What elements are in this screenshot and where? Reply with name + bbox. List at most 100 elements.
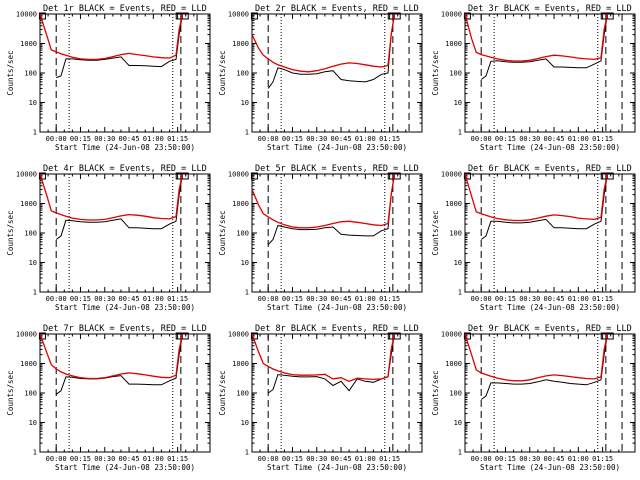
y-axis-label: Counts/sec (218, 210, 227, 255)
events-series-line (55, 173, 183, 240)
x-tick-label: 00:30 (519, 135, 540, 143)
x-tick-label: 01:00 (355, 135, 376, 143)
y-tick-label: 10000 (441, 331, 462, 339)
y-tick-label: 100 (449, 390, 462, 398)
x-tick-label: 00:15 (282, 135, 303, 143)
y-tick-label: 1 (245, 449, 249, 457)
events-series-line (480, 13, 608, 80)
x-tick-label: 00:45 (119, 455, 140, 463)
y-tick-label: 100 (236, 230, 249, 238)
y-tick-label: 100 (24, 230, 37, 238)
y-tick-label: 100 (449, 70, 462, 78)
x-tick-label: 00:45 (544, 135, 565, 143)
x-tick-label: 00:45 (331, 455, 352, 463)
top-marker-box (250, 172, 258, 180)
plot-frame (251, 173, 423, 293)
x-tick-label: 00:00 (46, 455, 67, 463)
y-tick-label: 10000 (441, 171, 462, 179)
y-tick-label: 1 (33, 449, 37, 457)
x-tick-label: 01:00 (355, 295, 376, 303)
y-tick-label: 1 (245, 289, 249, 297)
panel-title: Det 5r BLACK = Events, RED = LLD (255, 164, 419, 174)
y-tick-label: 1 (245, 129, 249, 137)
y-tick-label: 1000 (20, 40, 37, 48)
detector-panel-4: Det 4r BLACK = Events, RED = LLD 1 10 100 10… (6, 164, 211, 312)
x-tick-label: 00:15 (282, 455, 303, 463)
x-tick-label: 01:15 (167, 455, 188, 463)
x-tick-label: 00:45 (119, 135, 140, 143)
y-tick-label: 1000 (20, 200, 37, 208)
x-tick-label: 00:30 (519, 455, 540, 463)
top-marker-box (463, 332, 471, 340)
x-tick-label: 00:30 (306, 135, 327, 143)
x-tick-label: 00:00 (46, 295, 67, 303)
x-tick-label: 00:00 (258, 295, 279, 303)
x-tick-label: 00:00 (471, 135, 492, 143)
x-tick-label: 00:45 (544, 455, 565, 463)
x-tick-label: 00:15 (495, 135, 516, 143)
panel-title: Det 9r BLACK = Events, RED = LLD (468, 324, 632, 334)
x-tick-label: 00:15 (282, 295, 303, 303)
x-axis-label: Start Time (24-Jun-08 23:50:00) (55, 463, 195, 472)
detector-panel-8: Det 8r BLACK = Events, RED = LLD 1 10 100 10… (218, 324, 423, 472)
y-tick-label: 1000 (445, 360, 462, 368)
y-tick-label: 100 (24, 70, 37, 78)
y-tick-label: 1 (458, 129, 462, 137)
x-tick-label: 00:45 (119, 295, 140, 303)
x-axis-label: Start Time (24-Jun-08 23:50:00) (480, 463, 620, 472)
x-tick-label: 00:00 (258, 455, 279, 463)
x-tick-label: 01:00 (143, 295, 164, 303)
panel-title: Det 7r BLACK = Events, RED = LLD (43, 324, 207, 334)
y-tick-label: 10 (29, 259, 37, 267)
y-tick-label: 1000 (232, 200, 249, 208)
y-tick-label: 10000 (16, 11, 37, 19)
plot-frame (464, 333, 636, 453)
x-tick-label: 00:30 (94, 135, 115, 143)
x-axis-label: Start Time (24-Jun-08 23:50:00) (480, 303, 620, 312)
x-tick-label: 01:15 (379, 455, 400, 463)
top-marker-box (250, 12, 258, 20)
x-tick-label: 00:15 (70, 135, 91, 143)
y-tick-label: 1000 (445, 200, 462, 208)
top-marker-box (38, 172, 46, 180)
x-axis-label: Start Time (24-Jun-08 23:50:00) (267, 303, 407, 312)
y-tick-label: 10 (454, 99, 462, 107)
events-series-line (56, 13, 183, 79)
detector-panel-5: Det 5r BLACK = Events, RED = LLD 1 10 100 10… (218, 164, 423, 312)
panel-title: Det 2r BLACK = Events, RED = LLD (255, 4, 419, 14)
plot-frame (39, 173, 211, 293)
y-tick-label: 100 (24, 390, 37, 398)
events-series-line (55, 333, 183, 395)
top-marker-box (463, 172, 471, 180)
y-tick-label: 10000 (228, 11, 249, 19)
panel-title: Det 4r BLACK = Events, RED = LLD (43, 164, 207, 174)
x-tick-label: 00:15 (495, 295, 516, 303)
plot-frame (251, 333, 423, 453)
panel-title: Det 8r BLACK = Events, RED = LLD (255, 324, 419, 334)
events-series-line (480, 333, 608, 400)
x-tick-label: 01:00 (568, 455, 589, 463)
lld-series-line (251, 13, 396, 73)
x-tick-label: 01:00 (143, 455, 164, 463)
y-tick-label: 1000 (232, 360, 249, 368)
y-tick-label: 1000 (445, 40, 462, 48)
top-marker-box (38, 12, 46, 20)
panel-title: Det 3r BLACK = Events, RED = LLD (468, 4, 632, 14)
x-tick-label: 00:30 (306, 295, 327, 303)
lld-series-line (464, 173, 609, 222)
y-tick-label: 1 (33, 129, 37, 137)
x-tick-label: 00:30 (519, 295, 540, 303)
x-axis-label: Start Time (24-Jun-08 23:50:00) (55, 303, 195, 312)
detector-panel-1: Det 1r BLACK = Events, RED = LLD 1 10 100 10… (6, 4, 211, 152)
lld-series-line (251, 333, 396, 383)
x-tick-label: 01:00 (355, 455, 376, 463)
x-tick-label: 00:00 (258, 135, 279, 143)
x-axis-label: Start Time (24-Jun-08 23:50:00) (267, 463, 407, 472)
panel-title: Det 6r BLACK = Events, RED = LLD (468, 164, 632, 174)
detector-panel-7: Det 7r BLACK = Events, RED = LLD 1 10 100 10… (6, 324, 211, 472)
x-tick-label: 00:15 (70, 295, 91, 303)
y-axis-label: Counts/sec (218, 50, 227, 95)
lld-series-line (464, 333, 609, 382)
lld-series-line (39, 333, 184, 380)
x-axis-label: Start Time (24-Jun-08 23:50:00) (480, 143, 620, 152)
